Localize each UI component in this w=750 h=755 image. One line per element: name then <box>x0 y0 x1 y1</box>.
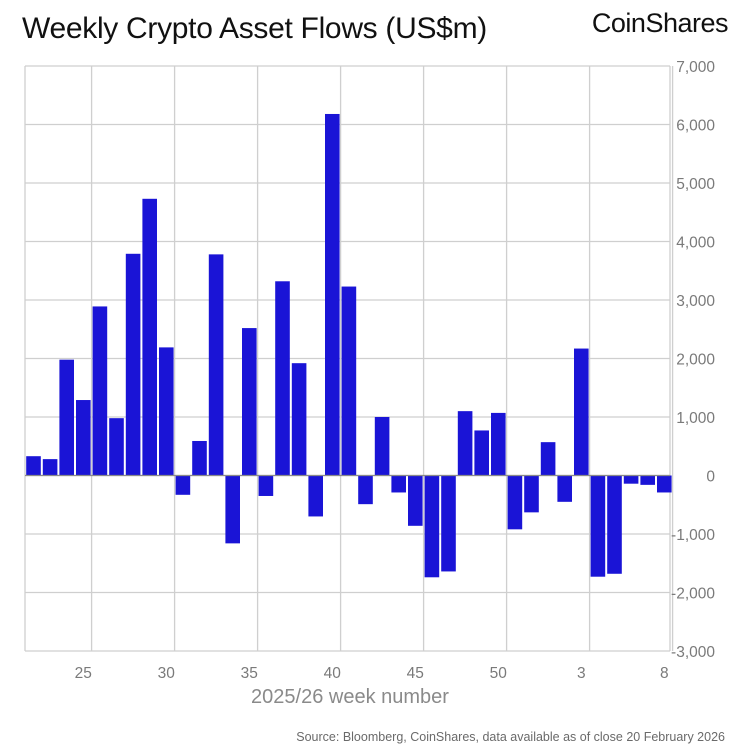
bar-week-46 <box>424 475 440 578</box>
bar-week-1 <box>540 442 556 476</box>
x-tick-label: 8 <box>660 665 669 682</box>
bar-week-23 <box>42 459 58 476</box>
y-tick-label: 1,000 <box>676 410 715 427</box>
x-tick-label: 30 <box>158 665 176 682</box>
x-tick-label: 3 <box>577 665 586 682</box>
x-tick-label: 40 <box>324 665 342 682</box>
y-tick-label: -3,000 <box>671 644 715 661</box>
bar-week-34 <box>225 475 240 544</box>
bar-week-8 <box>657 475 672 493</box>
y-tick-label: 4,000 <box>676 235 715 252</box>
bar-week-47 <box>441 475 456 572</box>
bar-week-2 <box>557 475 572 502</box>
y-tick-label: 0 <box>706 469 715 486</box>
x-tick-label: 35 <box>241 665 258 682</box>
bar-week-5 <box>607 475 622 574</box>
bar-week-38 <box>291 363 307 476</box>
chart-title: Weekly Crypto Asset Flows (US$m) <box>22 12 487 45</box>
bar-week-42 <box>358 475 373 505</box>
x-axis-label: 2025/26 week number <box>251 686 449 708</box>
bar-week-44 <box>391 475 406 493</box>
bar-week-3 <box>574 348 589 476</box>
bar-week-29 <box>142 198 157 476</box>
brand-logo: CoinShares <box>591 8 729 38</box>
bar-week-43 <box>374 417 390 476</box>
y-tick-label: 7,000 <box>676 59 715 76</box>
bar-week-37 <box>275 281 290 476</box>
y-tick-label: -1,000 <box>671 527 715 544</box>
bar-week-4 <box>590 475 606 577</box>
bar-week-39 <box>308 475 323 517</box>
bar-week-32 <box>192 440 207 476</box>
source-note: Source: Bloomberg, CoinShares, data avai… <box>296 730 725 744</box>
bar-week-31 <box>175 475 191 495</box>
x-tick-label: 50 <box>490 665 508 682</box>
bar-week-52 <box>524 475 539 513</box>
x-tick-label: 45 <box>407 665 424 682</box>
bar-week-48 <box>457 411 473 476</box>
bar-week-50 <box>491 412 506 476</box>
bar-week-25 <box>76 400 91 476</box>
bar-week-41 <box>341 286 357 476</box>
bar-week-26 <box>92 306 108 476</box>
bar-week-7 <box>640 475 655 485</box>
bar-week-35 <box>242 328 257 476</box>
bar-week-33 <box>208 254 224 476</box>
y-tick-label: -2,000 <box>671 586 715 603</box>
y-tick-label: 6,000 <box>676 118 715 135</box>
bar-week-28 <box>125 253 141 476</box>
bar-week-36 <box>258 475 274 496</box>
bar-week-51 <box>507 475 523 530</box>
x-tick-label: 25 <box>75 665 92 682</box>
bar-week-45 <box>408 475 423 526</box>
bar-week-24 <box>59 359 74 476</box>
y-tick-label: 2,000 <box>676 352 715 369</box>
y-tick-label: 3,000 <box>676 293 715 310</box>
bar-week-6 <box>623 475 639 484</box>
y-tick-label: 5,000 <box>676 176 715 193</box>
bar-week-40 <box>325 113 340 476</box>
bar-week-27 <box>109 418 124 476</box>
bar-week-22 <box>26 456 41 476</box>
bar-week-30 <box>159 347 174 476</box>
bar-week-49 <box>474 430 489 476</box>
